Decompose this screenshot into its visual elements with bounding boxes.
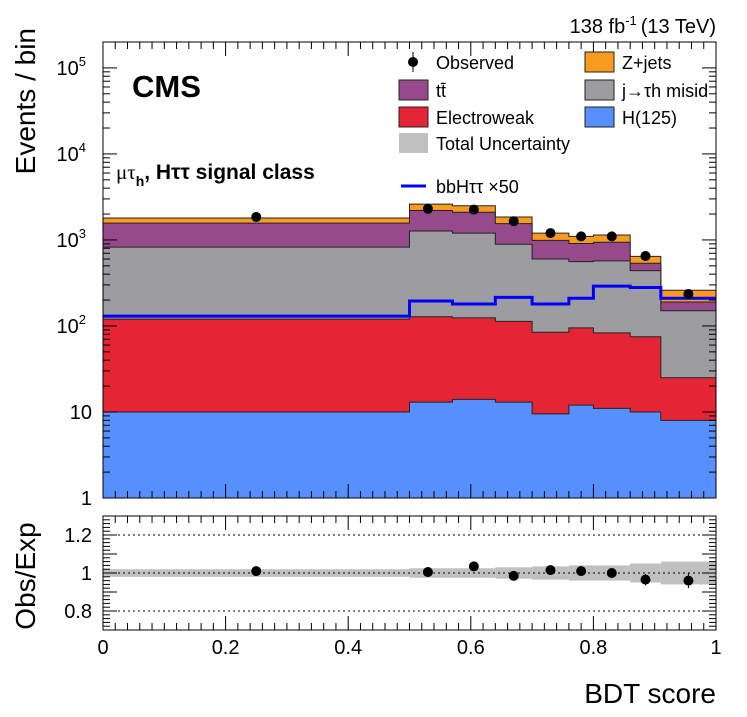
legend-label: Observed (436, 53, 514, 73)
x-axis-label: BDT score (584, 678, 716, 709)
observed-point (508, 216, 519, 227)
stack-h-125- (102, 398, 717, 499)
legend-entry: Observed (408, 52, 514, 73)
y-axis-label: Events / bin (10, 28, 41, 174)
x-tick-label: 0.8 (579, 637, 607, 659)
legend-entry: Total Uncertainty (399, 133, 570, 154)
legend: Observed Z+jets tt̄ j→τh misid Electroweak H(… (398, 51, 708, 197)
x-tick-label: 1 (710, 637, 721, 659)
legend-entry: Electroweak (398, 106, 535, 128)
ratio-point (468, 561, 479, 572)
y-tick-label: 102 (57, 312, 86, 338)
legend-label: Z+jets (622, 53, 672, 73)
observed-point (468, 204, 479, 215)
ratio-y-axis-label: Obs/Exp (10, 522, 41, 629)
category-label: μτh, Hττ signal class (116, 160, 315, 189)
ratio-point (422, 567, 433, 578)
y-tick-label: 105 (57, 54, 86, 80)
main-plot: 1 10 102 103 104 105 (57, 41, 717, 510)
legend-swatch (398, 106, 429, 128)
y-tick-label: 103 (57, 226, 86, 252)
observed-point (683, 289, 694, 300)
observed-point (640, 251, 651, 262)
x-tick-label: 0.6 (457, 637, 485, 659)
x-tick-label: 0.2 (212, 637, 240, 659)
observed-point (545, 228, 556, 239)
legend-swatch (584, 51, 615, 73)
ratio-uncertainty-band (630, 563, 661, 583)
ratio-point (576, 566, 587, 577)
lumi-sup: -1 (625, 13, 637, 28)
ratio-tick-label: 1.2 (64, 525, 92, 547)
legend-entry: bbHττ ×50 (401, 177, 519, 197)
legend-entry: H(125) (584, 106, 677, 128)
x-tick-label: 0.4 (334, 637, 362, 659)
legend-label: Total Uncertainty (436, 134, 570, 154)
legend-label: H(125) (622, 108, 677, 128)
y-tick-label: 104 (57, 140, 86, 166)
ratio-point (251, 566, 262, 577)
observed-point (422, 203, 433, 214)
legend-marker (408, 57, 418, 67)
experiment-label: CMS (132, 69, 201, 104)
x-tick-label: 0 (97, 637, 108, 659)
labels: 138 fb-1 (13 TeV) CMS μτh, Hττ signal cla… (10, 13, 716, 709)
ratio-point (640, 574, 651, 585)
observed-point (576, 231, 587, 242)
legend-entry: Z+jets (584, 51, 672, 73)
signal-line (103, 284, 716, 318)
legend-entry: j→τh misid (584, 79, 708, 101)
lumi-energy: (13 TeV) (641, 16, 716, 38)
ratio-tick-label: 1 (81, 563, 92, 585)
ratio-point (606, 568, 617, 578)
legend-swatch (398, 79, 429, 101)
legend-label: Electroweak (436, 108, 535, 128)
y-tick-label: 10 (70, 402, 92, 424)
observed-point (606, 231, 617, 242)
legend-swatch (399, 133, 428, 153)
ratio-point (545, 565, 556, 576)
y-tick-label: 1 (81, 488, 92, 510)
lumi-label: 138 fb-1 (13 TeV) (570, 13, 716, 38)
observed-point (251, 211, 262, 222)
legend-swatch (584, 79, 615, 101)
legend-label: bbHττ ×50 (436, 177, 519, 197)
ratio-tick-label: 0.8 (64, 601, 92, 623)
legend-swatch (584, 106, 615, 128)
legend-label: tt̄ (436, 81, 446, 101)
legend-entry: tt̄ (398, 79, 446, 101)
ratio-point (508, 570, 519, 581)
legend-label: j→τh misid (621, 81, 708, 101)
ratio-point (683, 575, 694, 586)
ratio-plot: 0.8 1 1.2 0 0.2 0.4 0.6 0.8 1 (64, 515, 722, 659)
